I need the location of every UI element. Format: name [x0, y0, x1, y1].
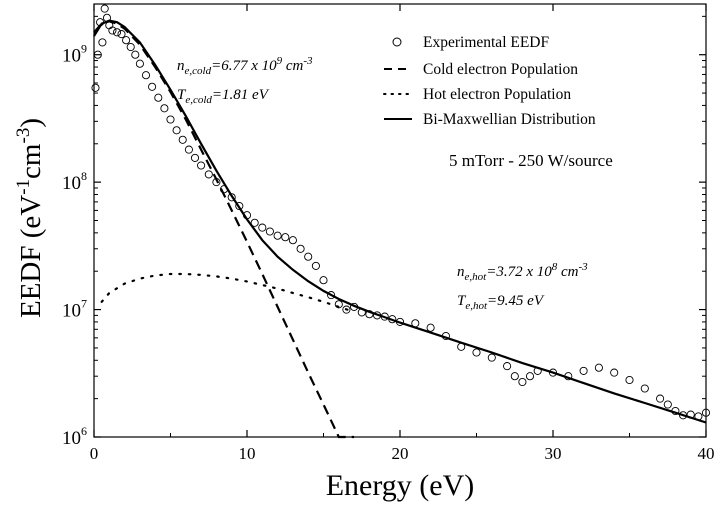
- data-point-experimental: [184, 145, 193, 154]
- cold-params-annotation: ne,cold=6.77 x 109 cm-3 Te,cold=1.81 eV: [177, 55, 313, 106]
- data-point-experimental: [525, 372, 535, 381]
- cold-temperature-label: Te,cold=1.81 eV: [177, 87, 270, 106]
- data-point-experimental: [594, 363, 603, 372]
- data-point-experimental: [319, 276, 328, 285]
- data-point-experimental: [296, 244, 305, 253]
- axis-layer: 0 10 20 30 40 106 107 108 109: [62, 4, 715, 463]
- data-point-experimental: [656, 394, 665, 403]
- data-point-experimental: [141, 71, 151, 80]
- data-point-experimental: [701, 408, 711, 417]
- x-axis-label: Energy (eV): [326, 469, 475, 502]
- data-point-experimental: [342, 305, 351, 314]
- x-tick-label: 40: [698, 444, 715, 463]
- data-point-experimental: [160, 104, 169, 113]
- data-point-experimental: [311, 261, 320, 270]
- legend-label-hot: Hot electron Population: [423, 86, 571, 103]
- data-point-experimental: [98, 38, 107, 47]
- data-point-experimental: [135, 59, 144, 68]
- data-point-experimental: [235, 201, 244, 211]
- hot-params-annotation: ne,hot=3.72 x 108 cm-3 Te,hot=9.45 eV: [457, 261, 588, 312]
- data-point-experimental: [108, 26, 117, 35]
- data-point-experimental: [510, 372, 519, 381]
- data-point-experimental: [250, 218, 259, 227]
- hot-temperature-label: Te,hot=9.45 eV: [457, 293, 545, 312]
- series-line-cold: [93, 20, 355, 439]
- data-point-experimental: [166, 115, 175, 124]
- data-point-experimental: [178, 135, 187, 144]
- data-point-experimental: [273, 231, 282, 240]
- data-point-experimental: [334, 300, 343, 309]
- data-point-experimental: [112, 28, 122, 37]
- data-point-experimental: [154, 93, 163, 102]
- data-point-experimental: [288, 236, 297, 245]
- y-axis-label: EEDF (eV-1cm-3): [13, 118, 47, 318]
- data-point-experimental: [204, 170, 213, 179]
- data-point-experimental: [172, 126, 181, 135]
- legend-label-bimax: Bi-Maxwellian Distribution: [423, 111, 596, 128]
- data-point-experimental: [281, 233, 290, 242]
- series-line-hot: [100, 272, 356, 313]
- hot-density-label: ne,hot=3.72 x 108 cm-3: [457, 261, 588, 283]
- data-point-experimental: [190, 153, 200, 162]
- data-point-experimental: [426, 323, 435, 332]
- data-point-experimental: [625, 375, 634, 385]
- data-point-experimental: [663, 400, 672, 409]
- x-tick-label: 0: [90, 444, 99, 463]
- data-point-experimental: [258, 223, 267, 232]
- data-point-experimental: [122, 36, 131, 45]
- data-point-experimental: [518, 377, 527, 387]
- series-line-bimaxwellian: [93, 19, 707, 424]
- data-point-experimental: [91, 83, 100, 92]
- x-tick-label: 30: [545, 444, 562, 463]
- data-point-experimental: [579, 366, 588, 375]
- legend: Experimental EEDF Cold electron Populati…: [383, 34, 596, 128]
- x-tick-label: 20: [392, 444, 409, 463]
- data-point-experimental: [610, 368, 619, 377]
- y-tick-label: 108: [62, 169, 87, 194]
- cold-density-label: ne,cold=6.77 x 109 cm-3: [177, 55, 313, 77]
- data-point-experimental: [265, 227, 274, 236]
- data-point-experimental: [472, 348, 481, 357]
- y-tick-label: 107: [62, 297, 87, 322]
- data-point-experimental: [487, 353, 496, 362]
- data-point-experimental: [327, 291, 336, 300]
- y-tick-label: 106: [62, 424, 87, 449]
- data-point-experimental: [304, 252, 313, 261]
- data-point-experimental: [126, 42, 135, 52]
- y-tick-label: 109: [62, 42, 87, 67]
- data-point-experimental: [640, 384, 649, 393]
- data-point-experimental: [227, 193, 236, 202]
- condition-annotation: 5 mTorr - 250 W/source: [449, 151, 613, 170]
- data-point-experimental: [131, 50, 140, 59]
- data-point-experimental: [503, 362, 512, 371]
- data-point-experimental: [117, 30, 126, 39]
- data-point-experimental: [148, 82, 157, 91]
- data-point-experimental: [100, 4, 109, 13]
- data-point-experimental: [197, 161, 206, 170]
- data-layer: [91, 4, 711, 439]
- x-tick-label: 10: [239, 444, 256, 463]
- legend-label-experimental: Experimental EEDF: [423, 34, 549, 51]
- legend-marker-experimental: [392, 37, 402, 47]
- legend-label-cold: Cold electron Population: [423, 61, 578, 78]
